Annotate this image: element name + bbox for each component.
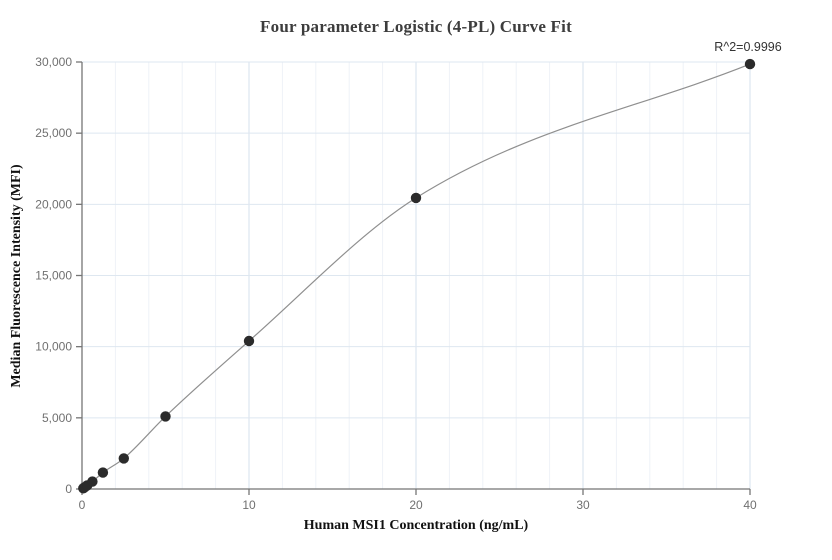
data-point — [118, 453, 129, 464]
data-point — [243, 335, 255, 347]
data-point — [160, 411, 171, 422]
chart-title: Four parameter Logistic (4-PL) Curve Fit — [260, 17, 572, 36]
data-point — [410, 192, 422, 204]
y-tick-label: 20,000 — [35, 197, 72, 211]
y-tick-label: 5,000 — [42, 411, 72, 425]
y-tick-label: 25,000 — [35, 126, 72, 140]
x-axis-label: Human MSI1 Concentration (ng/mL) — [303, 518, 529, 533]
y-tick-label: 30,000 — [35, 55, 72, 69]
x-tick-label: 20 — [409, 498, 423, 512]
x-tick-label: 40 — [743, 498, 757, 512]
y-axis-label: Median Fluorescence Intensity (MFI) — [9, 164, 24, 388]
data-point — [97, 467, 109, 478]
x-tick-label: 0 — [79, 498, 86, 512]
y-tick-label: 15,000 — [35, 269, 72, 283]
x-tick-label: 30 — [576, 498, 590, 512]
y-tick-label: 10,000 — [35, 340, 72, 354]
y-tick-label: 0 — [65, 482, 72, 496]
r-squared-annotation: R^2=0.9996 — [714, 40, 781, 54]
data-point — [744, 58, 756, 70]
data-point — [87, 476, 98, 487]
x-tick-label: 10 — [242, 498, 256, 512]
